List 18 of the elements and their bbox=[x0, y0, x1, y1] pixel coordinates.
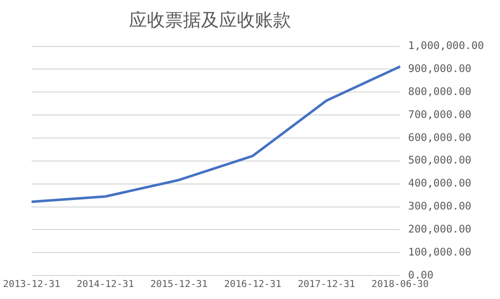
y-tick-label: 700,000.00 bbox=[408, 108, 472, 121]
x-tick-label: 2018-06-30 bbox=[372, 278, 430, 290]
chart-title: 应收票据及应收账款 bbox=[128, 9, 292, 32]
x-tick-label: 2016-12-31 bbox=[224, 278, 282, 290]
y-tick-label: 600,000.00 bbox=[408, 132, 472, 144]
y-tick-label: 200,000.00 bbox=[408, 223, 472, 236]
y-tick-label: 800,000.00 bbox=[408, 86, 472, 98]
y-tick-label: 900,000.00 bbox=[408, 62, 472, 75]
y-tick-label: 1,000,000.00 bbox=[408, 40, 484, 52]
y-tick-label: 300,000.00 bbox=[408, 200, 472, 213]
y-tick-label: 500,000.00 bbox=[408, 154, 472, 167]
y-tick-label: 0.00 bbox=[408, 269, 434, 282]
x-tick-label: 2017-12-31 bbox=[298, 278, 356, 290]
x-tick-label: 2014-12-31 bbox=[76, 278, 134, 290]
y-tick-label: 400,000.00 bbox=[408, 178, 472, 190]
x-tick-label: 2013-12-31 bbox=[2, 278, 60, 290]
y-tick-label: 100,000.00 bbox=[408, 246, 472, 258]
x-tick-label: 2015-12-31 bbox=[150, 278, 208, 290]
